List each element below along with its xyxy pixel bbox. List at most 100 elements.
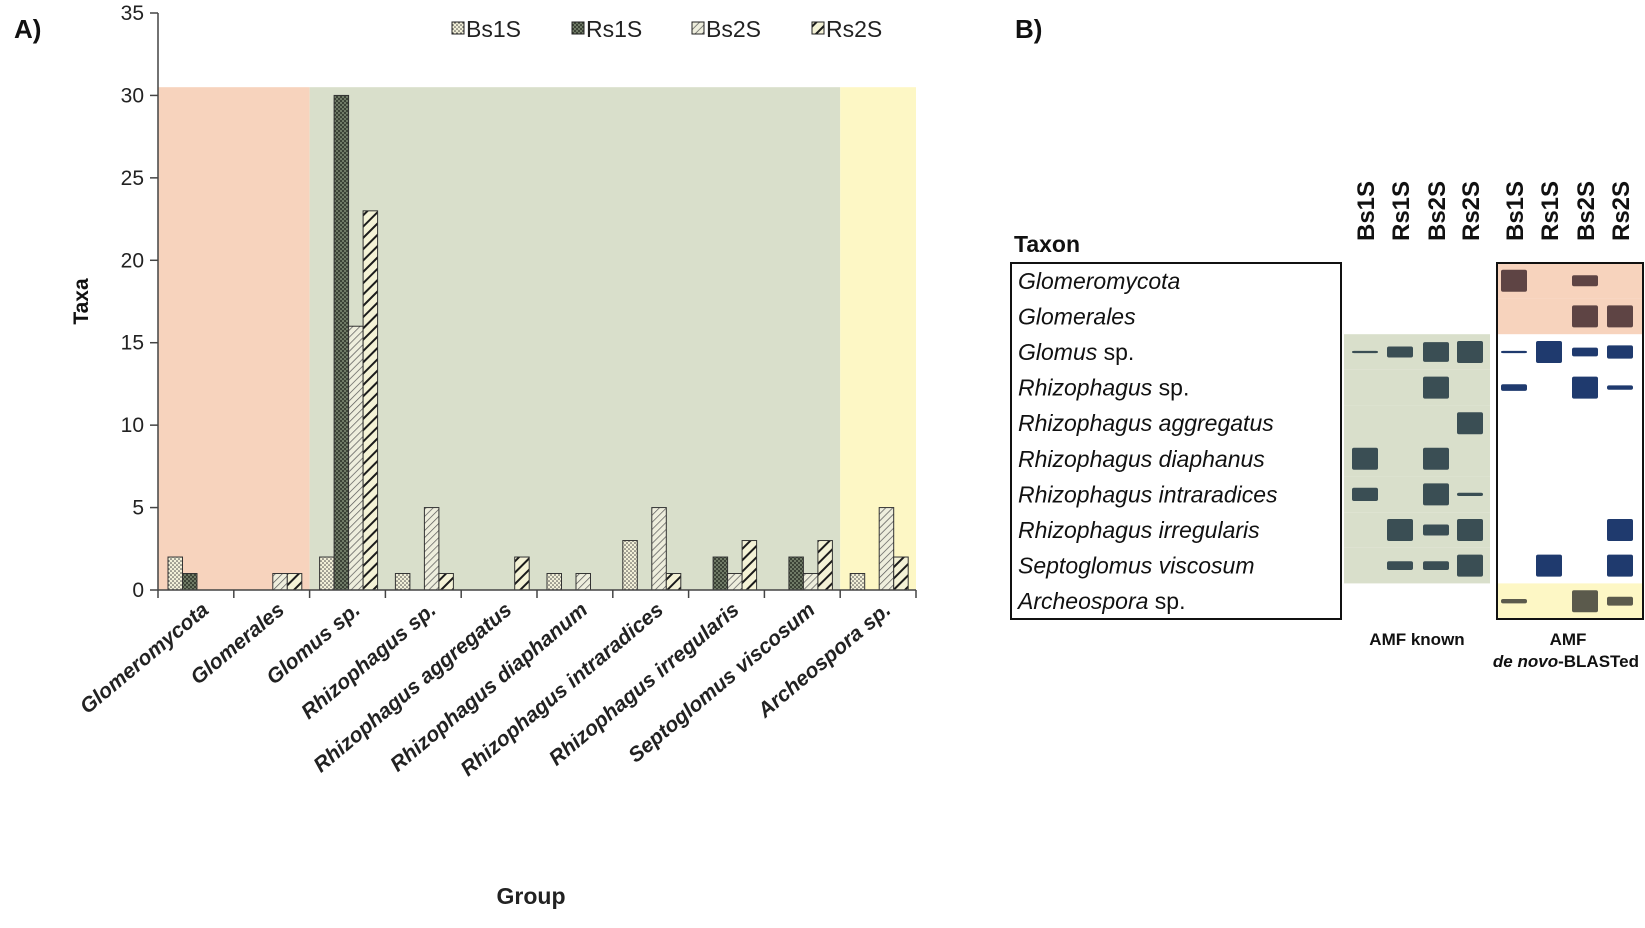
heat-cell (1501, 384, 1527, 391)
heat-cell (1423, 342, 1449, 362)
taxon-box (1010, 262, 1342, 620)
taxon-row-label: Rhizophagus sp. (1018, 375, 1189, 401)
bar-bs2s-6 (651, 507, 667, 591)
bar-rs2s-1 (286, 573, 303, 591)
heat-cell (1352, 487, 1378, 501)
taxon-row-label: Rhizophagus irregularis (1018, 517, 1260, 543)
bar-rs2s-2 (362, 210, 379, 591)
bar-rs1s-8 (788, 556, 804, 591)
x-tick-label: Archeospora sp. (753, 598, 895, 723)
bar-bs2s-9 (878, 507, 895, 591)
blast-box (1496, 262, 1644, 620)
group-label-blasted-line2: de novo-BLASTed (1493, 652, 1639, 671)
heat-cell (1352, 447, 1378, 470)
y-tick-label: 35 (121, 2, 144, 25)
bar-rs2s-3 (438, 573, 454, 591)
heat-cell (1457, 341, 1483, 363)
group-label-blasted-line1: AMF (1550, 630, 1587, 649)
heat-cell (1536, 341, 1562, 363)
heat-cell (1536, 554, 1562, 577)
panel-b-label: B) (1015, 14, 1043, 44)
heat-cell (1607, 596, 1633, 606)
taxon-genus: Rhizophagus aggregatus (1018, 410, 1274, 436)
legend: Bs1S Rs1S Bs2S Rs2S (451, 16, 882, 42)
column-header-bs2s: Bs2S (1424, 181, 1451, 241)
taxon-suffix: sp. (1148, 588, 1185, 614)
heat-cell (1607, 305, 1633, 328)
taxon-row-label: Rhizophagus aggregatus (1018, 410, 1274, 436)
bar-bs2s-3 (423, 507, 440, 591)
taxon-row-label: Glomus sp. (1018, 339, 1134, 365)
heat-cell (1423, 561, 1449, 570)
column-header-bs1s: Bs1S (1353, 181, 1380, 241)
bar-bs1s-0 (167, 556, 183, 591)
column-header-bs2s: Bs2S (1573, 181, 1600, 241)
taxon-genus: Glomeromycota (1018, 268, 1180, 294)
taxon-header: Taxon (1014, 231, 1080, 257)
heat-cell (1572, 347, 1598, 357)
bar-bs1s-9 (849, 573, 866, 591)
heat-cell (1607, 554, 1633, 577)
taxon-genus: Rhizophagus intraradices (1018, 481, 1278, 507)
y-axis: 0 5 10 15 20 25 30 35 Taxa (70, 2, 159, 602)
bar-rs2s-8 (817, 540, 833, 591)
panel-a-label: A) (14, 14, 42, 44)
taxon-suffix: sp. (1097, 339, 1134, 365)
heat-cell (1457, 492, 1483, 497)
background-region-0 (158, 87, 310, 590)
blasted-prefix: de novo (1493, 652, 1558, 671)
heat-cell (1572, 590, 1598, 613)
taxon-row-label: Glomeromycota (1018, 268, 1180, 294)
y-tick-label: 0 (132, 579, 144, 602)
y-tick-label: 10 (121, 414, 144, 437)
heat-cell (1501, 599, 1527, 604)
taxon-genus: Rhizophagus diaphanus (1018, 446, 1265, 472)
group-label-known: AMF known (1369, 630, 1464, 649)
heat-cell (1572, 275, 1598, 287)
heat-cell (1607, 385, 1633, 390)
column-header-rs1s: Rs1S (1537, 181, 1564, 241)
column-header-rs1s: Rs1S (1388, 181, 1415, 241)
heat-cell (1423, 483, 1449, 506)
x-axis-title: Group (497, 883, 566, 909)
background-regions (158, 87, 916, 590)
heat-cell (1572, 376, 1598, 399)
y-tick-label: 30 (121, 84, 144, 107)
heat-cell (1387, 561, 1413, 570)
heat-cell (1457, 412, 1483, 435)
heat-cell (1352, 350, 1378, 354)
bar-bs2s-8 (802, 573, 819, 591)
y-tick-label: 15 (121, 332, 144, 355)
legend-label-rs1s: Rs1S (586, 16, 642, 42)
bar-rs1s-0 (182, 573, 198, 591)
y-tick-label: 25 (121, 167, 144, 190)
bar-bs1s-3 (394, 573, 411, 591)
y-axis-title: Taxa (70, 278, 93, 325)
legend-label-bs1s: Bs1S (466, 16, 521, 42)
bar-bs2s-7 (727, 573, 743, 591)
heat-cell (1607, 519, 1633, 541)
legend-swatch-bs1s (451, 21, 465, 35)
taxon-genus: Rhizophagus irregularis (1018, 517, 1260, 543)
heat-cell (1423, 376, 1449, 399)
heat-cell (1607, 345, 1633, 359)
taxon-genus: Septoglomus viscosum (1018, 553, 1255, 579)
bar-rs2s-9 (893, 556, 909, 591)
heat-cell (1387, 519, 1413, 541)
heat-cell (1457, 554, 1483, 577)
taxon-row-label: Rhizophagus intraradices (1018, 481, 1278, 507)
known-bg-row (1344, 369, 1490, 406)
taxon-row-label: Rhizophagus diaphanus (1018, 446, 1265, 472)
column-header-rs2s: Rs2S (1608, 181, 1635, 241)
bar-bs1s-6 (622, 540, 638, 591)
heat-cell (1501, 350, 1527, 354)
taxon-genus: Glomus (1018, 339, 1098, 365)
taxon-genus: Rhizophagus (1018, 375, 1153, 401)
bar-bs1s-5 (546, 573, 562, 591)
bar-bs2s-1 (272, 573, 288, 591)
blasted-suffix: -BLASTed (1558, 652, 1639, 671)
y-tick-label: 5 (132, 497, 144, 520)
legend-label-bs2s: Bs2S (706, 16, 761, 42)
